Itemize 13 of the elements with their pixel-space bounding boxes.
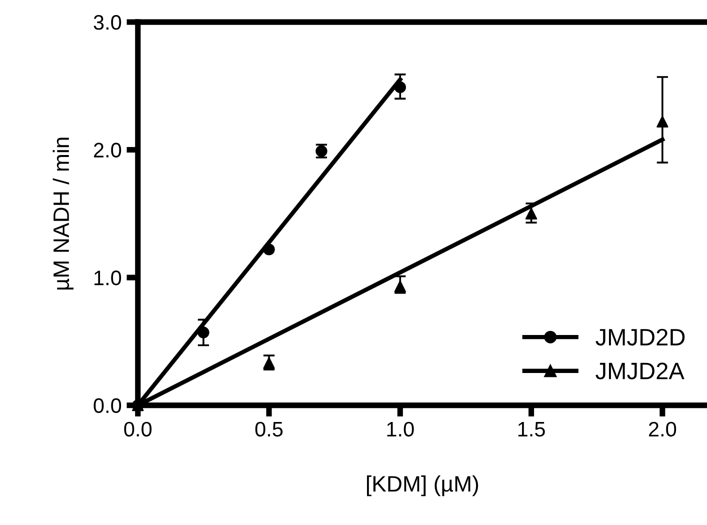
x-tick-label: 1.0: [387, 422, 414, 437]
y-tick-label: 3.0: [94, 15, 122, 30]
x-tick-label: 0.0: [124, 422, 152, 437]
y-axis-title: µM NADH / min: [52, 138, 74, 290]
x-axis-title: [KDM] (µM): [367, 475, 478, 496]
legend-label: JMJD2A: [596, 362, 684, 380]
x-tick-label: 2.0: [648, 422, 676, 437]
legend-label: JMJD2D: [596, 328, 685, 346]
y-tick-label: 0.0: [94, 398, 122, 414]
x-tick-label: 1.5: [518, 422, 545, 437]
x-tick-label: 0.5: [255, 422, 283, 437]
y-tick-label: 1.0: [94, 270, 122, 286]
y-tick-label: 2.0: [94, 142, 122, 158]
